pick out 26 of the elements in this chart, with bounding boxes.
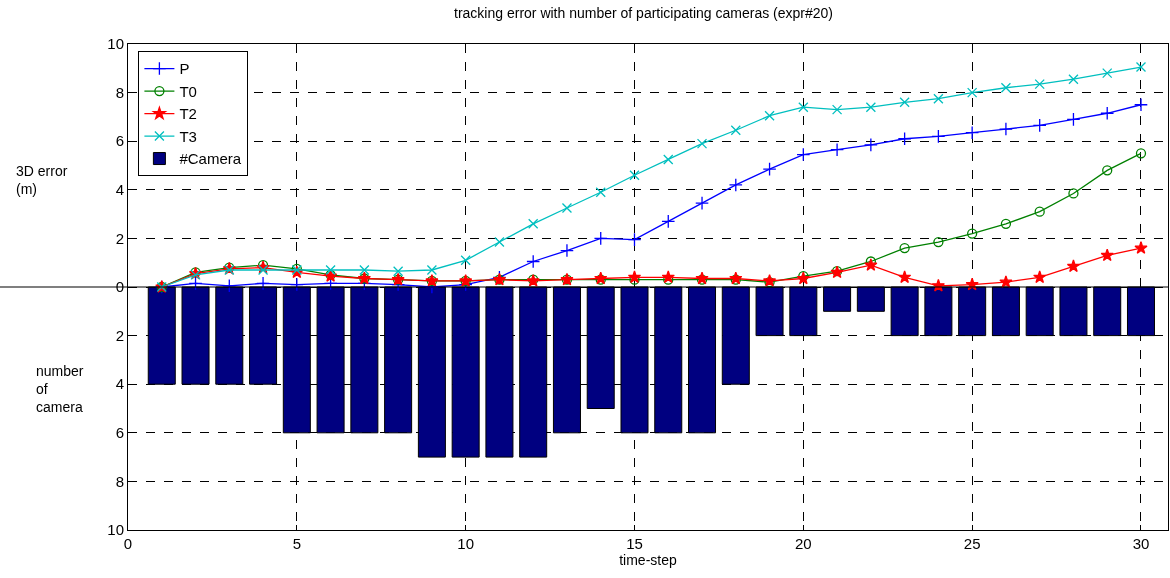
y-tick-label: 0 bbox=[115, 278, 124, 296]
y-tick-label: 6 bbox=[115, 424, 124, 442]
y-tick-label: 4 bbox=[115, 181, 124, 199]
x-tick-label: 5 bbox=[292, 535, 301, 552]
y-tick-label: 2 bbox=[115, 229, 124, 247]
legend-label: #Camera bbox=[179, 150, 242, 168]
chart-title: tracking error with number of participating cameras (expr#20) bbox=[454, 5, 833, 22]
legend-label: P bbox=[179, 60, 190, 78]
x-axis-title: time-step bbox=[619, 552, 677, 568]
y-tick-label: 10 bbox=[107, 521, 124, 539]
x-tick-label: 15 bbox=[626, 535, 643, 552]
y-tick-label: 4 bbox=[115, 375, 124, 393]
x-tick-label: 10 bbox=[457, 535, 474, 552]
legend-label: T2 bbox=[179, 105, 197, 123]
y-tick-label: 8 bbox=[115, 83, 124, 101]
y-axis-title: 3D error (m) bbox=[16, 163, 68, 198]
x-tick-label: 30 bbox=[1132, 535, 1150, 552]
y-tick-label: 8 bbox=[115, 472, 124, 490]
y-tick-label: 6 bbox=[115, 132, 124, 150]
y-tick-label: 2 bbox=[115, 326, 124, 344]
legend-label: T0 bbox=[179, 82, 197, 100]
text: number of camera bbox=[36, 363, 84, 416]
y-tick-label: 10 bbox=[107, 35, 124, 53]
legend-label: T3 bbox=[179, 127, 197, 145]
x-tick-label: 20 bbox=[794, 535, 812, 552]
x-tick-label: 25 bbox=[963, 535, 981, 552]
